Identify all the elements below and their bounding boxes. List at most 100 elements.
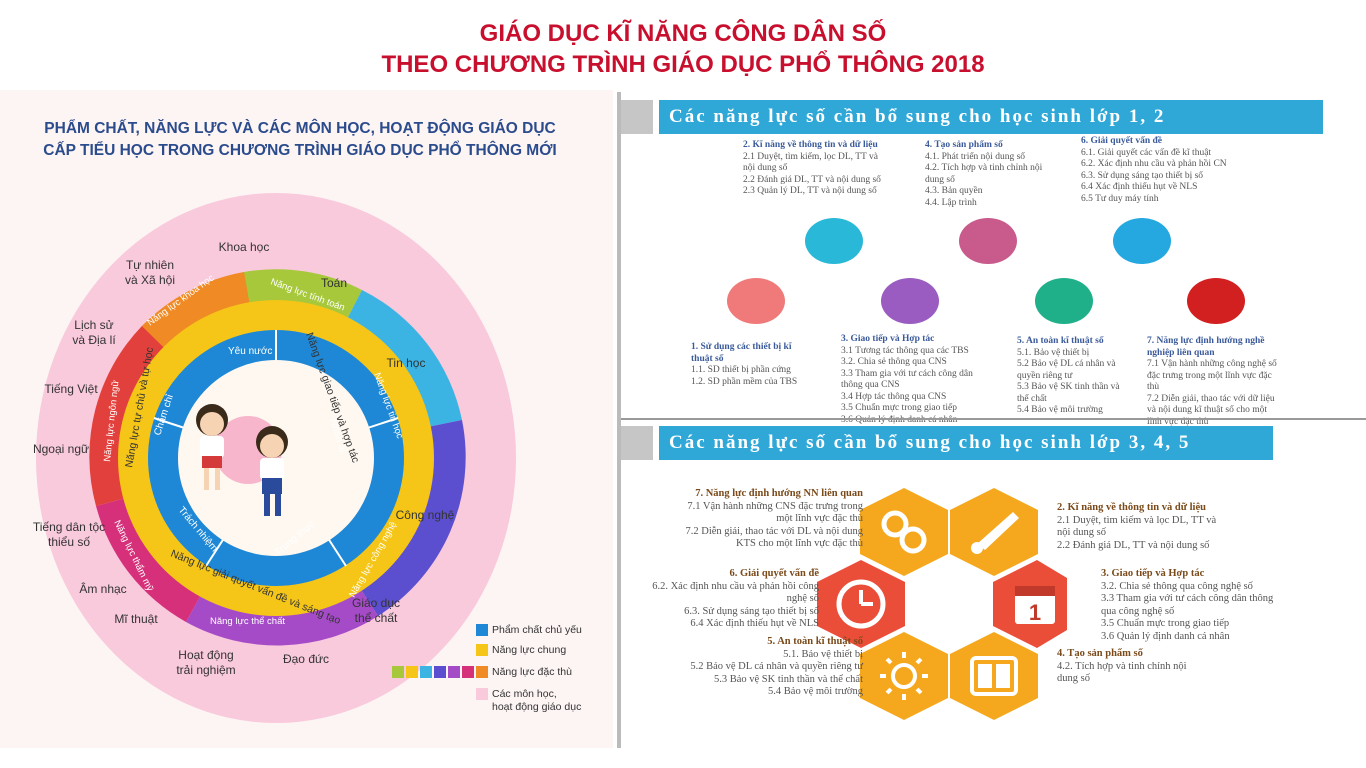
g12-g6-l1: 6.1. Giải quyết các vấn đề kĩ thuật: [1081, 147, 1212, 158]
g12-circle-3: [881, 278, 939, 324]
subject-gdtc-line-1: Giáo dục: [351, 596, 401, 610]
competency-wheel: Yêu nước Nhân ái Chăm chỉ Trách nhiệm Tr…: [36, 193, 516, 723]
legend-swatch-orange: [476, 666, 488, 678]
g12-g7-l6: lĩnh vực đặc thù: [1147, 416, 1209, 427]
g345-g5-heading: 5. An toàn kĩ thuật số: [767, 636, 863, 647]
subject-toan: Toán: [320, 276, 348, 290]
g12-circle-7: [1187, 278, 1245, 324]
legend-swatch-indigo: [434, 666, 446, 678]
subject-khoa-hoc: Khoa học: [218, 240, 270, 254]
g12-g3-l7: 3.6 Quản lý định danh cá nhân: [841, 415, 1001, 427]
legend-pink-swatch: [476, 688, 488, 700]
g12-circle-4: [959, 218, 1017, 264]
g12-g1-heading-2: thuật số: [691, 353, 724, 364]
g345-g3-l2: 3.3 Tham gia với tư cách công dân thông: [1101, 593, 1274, 604]
legend-nang-luc-chung: Năng lực chung: [492, 644, 567, 656]
g345-g3-l4: 3.5 Chuẩn mực trong giao tiếp: [1101, 618, 1230, 629]
hex-g5: [860, 632, 948, 720]
g345-communication: 3. Giao tiếp và Hợp tác 3.2. Chia sẻ thô…: [1101, 568, 1311, 643]
digital-competency-panel: Các năng lực số cần bổ sung cho học sinh…: [617, 92, 1366, 748]
g12-g7-heading-2: nghiệp liên quan: [1147, 347, 1215, 358]
g345-g2-heading: 2. Kĩ năng về thông tin và dữ liệu: [1057, 502, 1206, 513]
g12-g2-l2: nội dung số: [743, 163, 788, 173]
left-heading: PHẨM CHẤT, NĂNG LỰC VÀ CÁC MÔN HỌC, HOẠT…: [0, 118, 600, 162]
section-divider: [621, 418, 1366, 420]
g12-g7-l3: thù: [1147, 382, 1160, 392]
g12-g2-l4: 2.3 Quản lý DL, TT và nội dung số: [743, 186, 877, 196]
g345-g6-l3: 6.3. Sử dụng sáng tạo thiết bị số: [684, 605, 819, 617]
g12-g7-l5: và nội dung kĩ thuật số cho một: [1147, 405, 1268, 415]
g12-g4-l4: 4.3. Bản quyền: [925, 186, 983, 196]
g12-g3-l2: 3.2. Chia sẻ thông qua CNS: [841, 357, 947, 367]
g345-g2-l2: nội dung số: [1057, 527, 1107, 538]
g12-g5-l4: 5.3 Bảo vệ SK tinh thần và: [1017, 382, 1120, 392]
g12-g6-heading: 6. Giải quyết vấn đề: [1081, 136, 1163, 146]
subject-lich-su-line-2: và Địa lí: [72, 333, 116, 347]
primary-curriculum-panel: PHẨM CHẤT, NĂNG LỰC VÀ CÁC MÔN HỌC, HOẠT…: [0, 90, 613, 748]
g12-circle-2: [805, 218, 863, 264]
g12-g2-l3: 2.2 Đánh giá DL, TT và nội dung số: [743, 174, 881, 185]
children-illustration: [196, 404, 288, 516]
g12-g5-heading: 5. An toàn kĩ thuật số: [1017, 336, 1104, 346]
g12-g1-l1: 1.1. SD thiết bị phần cứng: [691, 365, 791, 375]
g12-g1-heading-1: 1. Sử dụng các thiết bị kĩ: [691, 342, 792, 352]
g345-g7-l4: KTS cho một lĩnh vực đặc thù: [735, 538, 863, 549]
subject-am-nhac: Âm nhạc: [79, 582, 127, 596]
g345-g5-l4: 5.4 Bảo vệ môi trường: [768, 686, 863, 697]
subject-giao-duc-the-chat: Giáo dục thể chất: [344, 596, 408, 626]
g12-g7-l1: 7.1 Vận hành những công nghệ số: [1147, 359, 1277, 369]
g345-g3-l3: qua công nghệ số: [1101, 605, 1175, 617]
g12-g3-l4: thông qua CNS: [841, 380, 900, 390]
subject-tieng-dan-toc-line-1: Tiếng dân tộc: [32, 520, 106, 534]
g12-g6-l4: 6.4 Xác định thiếu hụt về NLS: [1081, 182, 1198, 192]
g345-problem-solving: 6. Giải quyết vấn đề 6.2. Xác định nhu c…: [617, 568, 819, 631]
legend-mon-hoc-line-2: hoạt động giáo dục: [492, 701, 582, 713]
g12-g6-l2: 6.2. Xác định nhu cầu và phản hồi CN: [1081, 159, 1227, 169]
g345-g3-heading: 3. Giao tiếp và Hợp tác: [1101, 568, 1205, 579]
g345-g3-l1: 3.2. Chia sẻ thông qua công nghệ số: [1101, 580, 1253, 592]
title-line-1: GIÁO DỤC KĨ NĂNG CÔNG DÂN SỐ: [479, 20, 887, 47]
legend-blue-swatch: [476, 624, 488, 636]
link-icon: [881, 510, 927, 554]
g12-g7-l2: đặc trưng trong một lĩnh vực đặc: [1147, 370, 1272, 381]
subject-tu-nhien-line-1: Tự nhiên: [125, 258, 175, 272]
g12-g5-l2: 5.2 Bảo vệ DL cá nhân và: [1017, 359, 1116, 369]
g345-digital-products: 4. Tạo sản phẩm số 4.2. Tích hợp và tinh…: [1057, 648, 1257, 686]
calendar-day: 1: [1029, 600, 1041, 625]
panel-edge: [617, 92, 621, 748]
special-the-chat: Năng lực thể chất: [210, 616, 285, 627]
g12-g3-heading: 3. Giao tiếp và Hợp tác: [841, 334, 935, 344]
g12-g7-l4: 7.2 Diễn giải, thao tác với dữ liệu: [1147, 393, 1275, 404]
g345-g2-l3: 2.2 Đánh giá DL, TT và nội dung số: [1057, 539, 1210, 551]
legend-swatch-purple: [448, 666, 460, 678]
g345-g5-l3: 5.3 Bảo vệ SK tinh thần và thể chất: [713, 673, 863, 685]
subject-ngoai-ngu: Ngoại ngữ: [32, 442, 90, 456]
subject-mi-thuat: Mĩ thuật: [114, 612, 158, 626]
banner-grade-3-4-5: Các năng lực số cần bổ sung cho học sinh…: [659, 426, 1273, 460]
legend-nang-luc-dac-thu: Năng lực đặc thù: [492, 666, 572, 678]
g345-g4-l1: 4.2. Tích hợp và tinh chỉnh nội: [1057, 660, 1187, 672]
g12-g5-l6: 5.4 Bảo vệ môi trường: [1017, 405, 1103, 415]
g345-career: 7. Năng lực định hướng NN liên quan 7.1 …: [657, 488, 863, 551]
legend-pham-chat: Phẩm chất chủ yếu: [492, 624, 582, 636]
g12-circle-6: [1113, 218, 1171, 264]
g12-info-data: 2. Kĩ năng về thông tin và dữ liệu 2.1 D…: [743, 140, 913, 198]
g345-g6-l4: 6.4 Xác định thiếu hụt về NLS: [690, 618, 819, 629]
g345-g6-heading: 6. Giải quyết vấn đề: [729, 568, 819, 579]
banner-2-marker: [621, 426, 653, 460]
subject-tu-nhien-line-2: và Xã hội: [124, 273, 176, 287]
g345-g5-l1: 5.1. Bảo vệ thiết bị: [783, 648, 863, 660]
g12-g4-l3: dung số: [925, 174, 955, 185]
subject-tieng-viet: Tiếng Việt: [44, 382, 98, 396]
g12-g5-l3: quyền riêng tư: [1017, 370, 1073, 381]
g12-g6-l3: 6.3. Sử dụng sáng tạo thiết bị số: [1081, 170, 1204, 181]
g345-safety: 5. An toàn kĩ thuật số 5.1. Bảo vệ thiết…: [647, 636, 863, 699]
g345-g3-l5: 3.6 Quản lý định danh cá nhân: [1101, 630, 1230, 642]
g12-circle-5: [1035, 278, 1093, 324]
left-heading-line-1: PHẨM CHẤT, NĂNG LỰC VÀ CÁC MÔN HỌC, HOẠT…: [44, 120, 556, 137]
g12-problem-solving: 6. Giải quyết vấn đề 6.1. Giải quyết các…: [1081, 136, 1271, 205]
banner-grade-1-2: Các năng lực số cần bổ sung cho học sinh…: [659, 100, 1323, 134]
g12-g4-l2: 4.2. Tích hợp và tinh chỉnh nội: [925, 163, 1043, 173]
g12-circle-1: [727, 278, 785, 324]
g12-g7-heading-1: 7. Năng lực định hướng nghề: [1147, 336, 1265, 346]
